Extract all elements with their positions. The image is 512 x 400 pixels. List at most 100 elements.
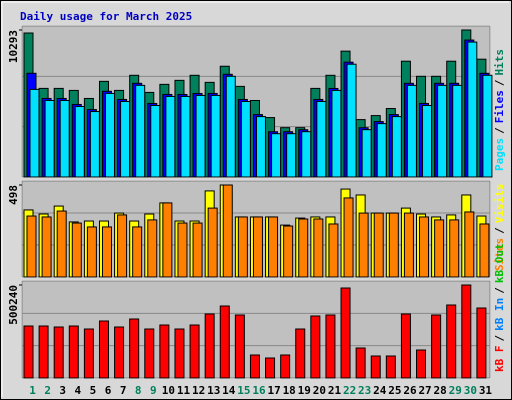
x-tick-label: 7 [120,384,127,397]
bar [370,355,381,379]
bar [147,219,158,278]
bar [482,74,493,178]
bar [114,326,125,379]
bar [406,84,417,178]
bar [434,219,445,278]
bar [452,84,463,178]
bar [204,313,215,379]
bar [301,131,312,178]
bar [446,304,457,379]
legend-separator: / [493,127,506,134]
legend-entry: Visits [493,184,506,224]
bar [29,88,40,178]
bar [331,89,342,178]
bar [388,212,399,278]
bar [180,95,191,178]
bar [422,105,433,178]
bar [464,211,475,278]
bar [343,197,354,278]
bar [44,99,55,178]
bar [271,133,282,178]
x-tick-label: 17 [267,384,280,397]
bar [159,324,170,379]
bar [23,325,34,379]
bar [120,100,131,178]
x-tick-label: 15 [237,384,250,397]
bar [41,216,52,278]
bar [325,314,336,379]
bar [56,210,67,278]
x-tick-label: 3 [59,384,66,397]
bar [252,216,263,278]
x-tick-label: 27 [418,384,431,397]
bar [59,99,70,178]
bar [295,328,306,379]
bar [385,355,396,379]
legend-separator: / [493,287,506,294]
legend-entry: kB F [493,346,506,373]
legend: Pages / Files / Hits [493,49,506,171]
bar [298,218,309,278]
bar [268,216,279,278]
bar [68,325,79,379]
x-tick-label: 25 [388,384,401,397]
bar [210,94,221,178]
bar [316,100,327,178]
y-tick-label: 500240 [7,285,20,325]
bar [376,123,387,178]
bar [74,106,85,178]
bar [38,325,49,379]
legend: kB F / kB In / kB Out [493,243,506,372]
bar [476,307,487,379]
chart-title: Daily usage for March 2025 [20,10,192,23]
x-tick-label: 4 [75,384,82,397]
bar [286,133,297,178]
x-tick-label: 5 [90,384,97,397]
bar [195,94,206,178]
bar [234,314,245,379]
bar [132,226,143,278]
x-tick-label: 1 [29,384,36,397]
bar [403,212,414,278]
legend-entry: kB In [493,298,506,331]
bar [280,354,291,379]
x-tick-label: 14 [222,384,236,397]
bar [117,214,128,278]
x-tick-label: 13 [207,384,220,397]
bar [129,318,140,379]
bar [192,222,203,278]
x-tick-label: 10 [162,384,175,397]
x-tick-label: 19 [298,384,311,397]
bar [479,223,490,278]
bar [98,320,109,379]
legend-entry: Hits [493,49,506,76]
bar [249,354,260,379]
bar [265,357,276,379]
x-tick-label: 31 [479,384,493,397]
bar [177,222,188,278]
bar [225,75,236,178]
x-tick-label: 24 [373,384,387,397]
bar [400,313,411,379]
bar [144,328,155,379]
bar [53,326,64,379]
x-tick-label: 12 [192,384,205,397]
bar [162,202,173,278]
bar [461,284,472,379]
bar [26,215,37,278]
x-tick-label: 16 [252,384,266,397]
legend-entry: kB Out [493,243,506,283]
bar [104,92,115,178]
bar [207,207,218,278]
bar [189,324,200,379]
legend-entry: Pages [493,138,506,171]
legend-separator: / [493,227,506,234]
bar [174,328,185,379]
bar [240,100,251,178]
bar [346,63,357,178]
bar [431,314,442,379]
bar [71,222,82,278]
x-tick-label: 30 [464,384,477,397]
legend-separator: / [493,79,506,86]
